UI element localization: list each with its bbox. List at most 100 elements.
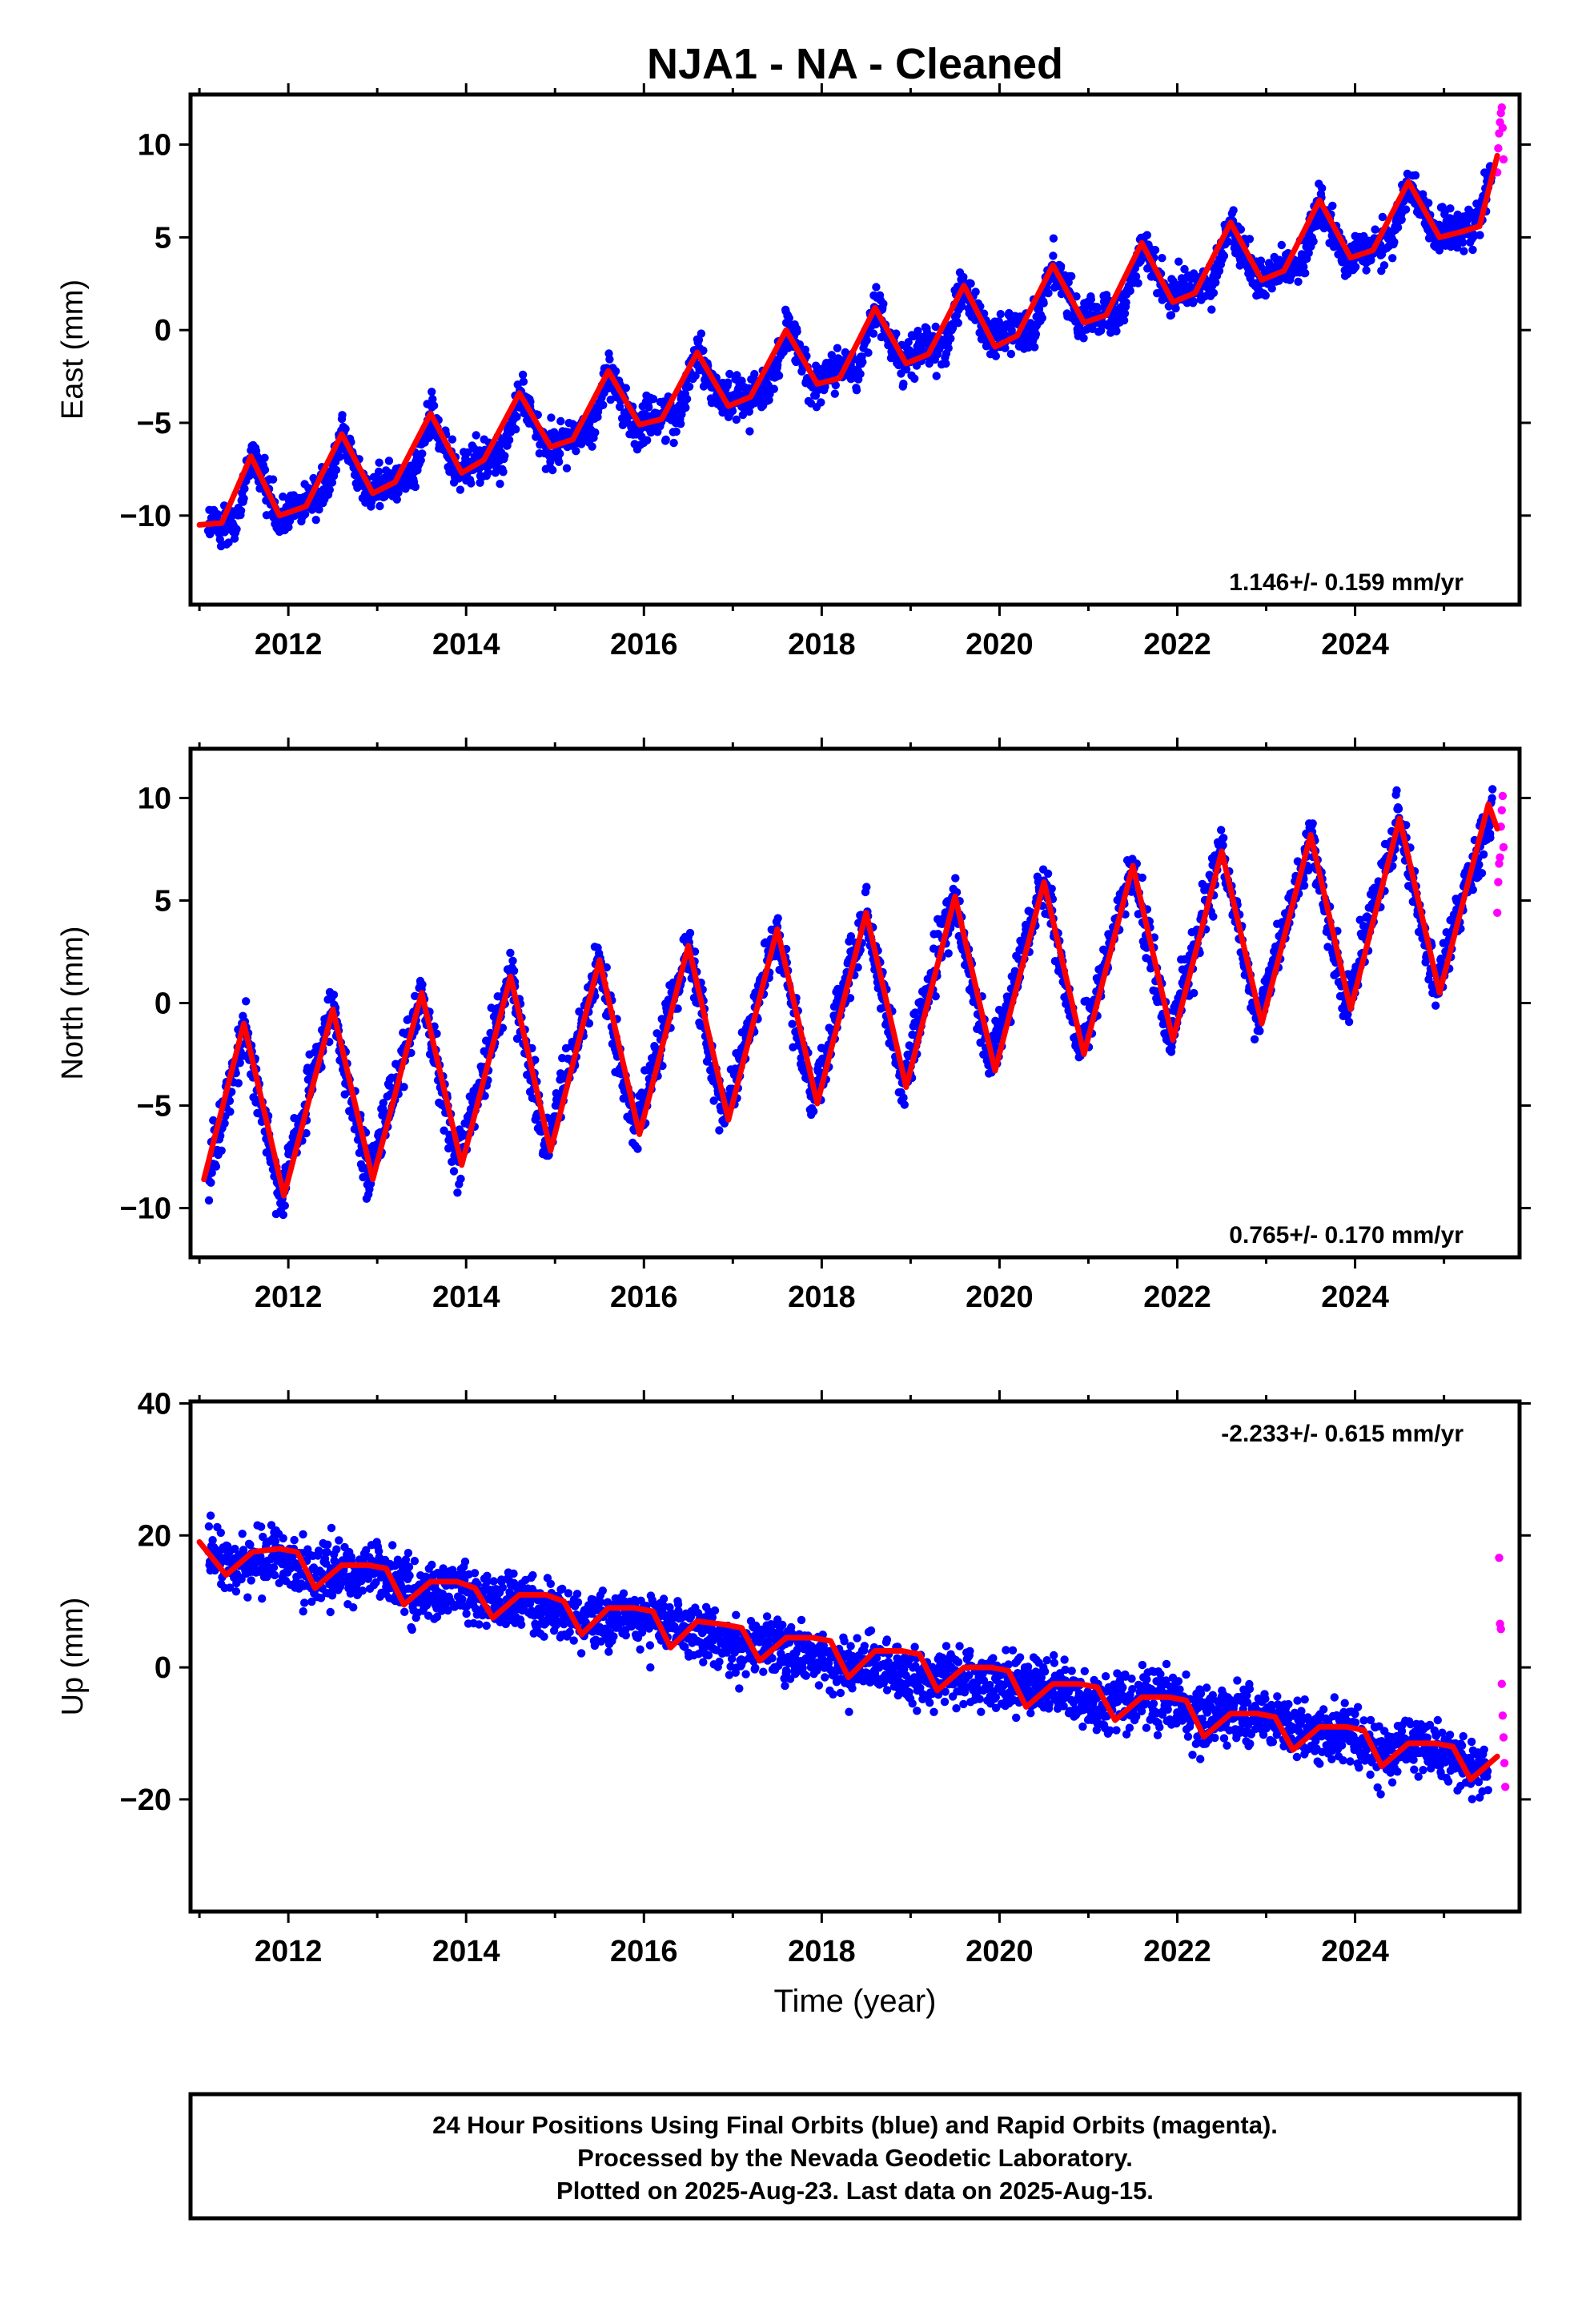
data-point: [449, 1167, 459, 1176]
data-point: [1134, 279, 1142, 287]
data-point: [1001, 344, 1010, 352]
data-point: [709, 1096, 718, 1105]
data-point: [1219, 251, 1229, 260]
data-point: [954, 319, 963, 328]
data-point: [913, 327, 922, 336]
data-point: [217, 1146, 226, 1156]
data-point: [584, 1019, 594, 1028]
data-point: [1126, 286, 1134, 296]
data-point: [506, 948, 515, 958]
data-point: [1343, 1010, 1352, 1019]
y-tick-label: 10: [138, 129, 171, 163]
data-point: [801, 345, 809, 354]
data-point: [547, 413, 556, 422]
x-tick-label: 2018: [788, 628, 856, 661]
data-point: [1379, 261, 1389, 270]
y-tick-label: −10: [120, 500, 171, 533]
data-point: [392, 495, 401, 504]
data-point: [207, 1178, 215, 1188]
data-point: [725, 369, 734, 379]
data-point: [1388, 254, 1397, 263]
data-point: [1294, 277, 1303, 286]
data-point: [1047, 884, 1056, 894]
data-point: [633, 1144, 642, 1153]
data-point: [1067, 271, 1076, 281]
data-point: [785, 314, 793, 323]
data-point: [379, 1099, 387, 1108]
data-point: [669, 438, 678, 448]
data-point: [1166, 311, 1176, 320]
data-point: [327, 478, 337, 487]
data-point: [858, 357, 867, 367]
x-tick-label: 2012: [255, 628, 323, 661]
data-point: [591, 428, 600, 437]
data-point: [942, 359, 950, 368]
data-point: [476, 478, 484, 487]
data-point: [416, 456, 425, 464]
data-point: [1245, 235, 1255, 243]
data-point: [1209, 912, 1218, 921]
data-point: [279, 1210, 287, 1220]
data-point: [1319, 223, 1329, 233]
data-point: [300, 509, 310, 519]
data-point: [325, 485, 334, 494]
data-point: [899, 1093, 908, 1102]
figure-title: NJA1 - NA - Cleaned: [647, 40, 1063, 88]
data-point: [831, 380, 841, 390]
data-point: [809, 1107, 818, 1116]
data-point: [1362, 266, 1371, 275]
data-point: [1112, 327, 1121, 336]
data-point: [448, 435, 457, 444]
data-point: [715, 1126, 724, 1135]
data-point: [411, 482, 420, 492]
data-point: [797, 1054, 805, 1063]
data-point: [1189, 297, 1199, 306]
data-point: [1057, 262, 1066, 271]
data-point: [467, 479, 476, 488]
data-point: [1460, 247, 1468, 255]
data-point: [892, 329, 901, 338]
data-point: [900, 1100, 909, 1109]
data-point: [331, 465, 341, 475]
data-point: [1171, 304, 1180, 313]
data-point: [1378, 212, 1387, 222]
data-point: [453, 1188, 462, 1197]
plot-frame: [188, 92, 1522, 607]
y-tick-label: 0: [155, 314, 171, 348]
y-tick-label: −5: [137, 407, 171, 440]
data-point: [226, 1108, 235, 1116]
model-fit-line: [196, 152, 1500, 528]
data-point: [1158, 254, 1166, 263]
data-point: [1393, 223, 1403, 232]
data-point: [509, 967, 519, 975]
data-point: [864, 348, 873, 357]
data-point: [1328, 201, 1337, 211]
data-point: [951, 874, 960, 883]
data-point: [302, 1128, 311, 1138]
data-point: [1301, 268, 1310, 278]
data-point: [605, 355, 614, 364]
data-point: [240, 485, 249, 493]
data-point: [562, 464, 572, 472]
data-point: [508, 956, 517, 966]
data-point: [394, 488, 403, 497]
data-point: [456, 485, 465, 494]
data-point: [1390, 238, 1399, 247]
data-point: [204, 1196, 214, 1205]
data-point: [1309, 237, 1318, 246]
data-point: [239, 494, 248, 503]
data-point: [673, 1004, 682, 1013]
data-point: [1219, 834, 1228, 842]
data-point: [220, 1119, 229, 1128]
data-point: [1446, 204, 1455, 213]
data-point: [958, 302, 966, 311]
data-point: [966, 279, 975, 288]
data-point: [556, 449, 564, 458]
data-point: [554, 457, 564, 466]
data-point: [418, 449, 427, 458]
data-point: [384, 456, 394, 465]
data-point: [946, 334, 955, 343]
data-point: [400, 1083, 408, 1092]
data-point: [856, 369, 865, 379]
y-tick-label: 5: [155, 221, 171, 255]
